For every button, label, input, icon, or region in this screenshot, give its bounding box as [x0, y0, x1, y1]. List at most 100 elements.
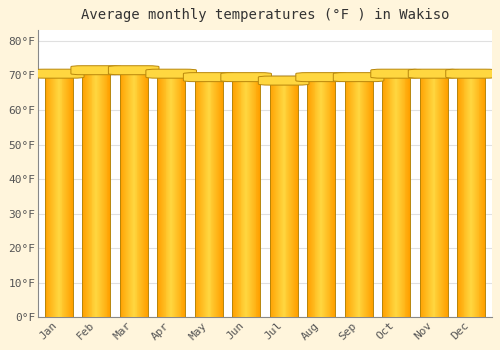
Bar: [132, 69, 133, 317]
Bar: [409, 72, 410, 317]
Bar: [484, 72, 485, 317]
Bar: [281, 79, 282, 317]
Bar: [50, 72, 51, 317]
Bar: [457, 72, 485, 317]
FancyBboxPatch shape: [221, 73, 272, 82]
Bar: [69, 72, 70, 317]
Bar: [272, 79, 274, 317]
Bar: [279, 79, 280, 317]
Bar: [206, 75, 207, 317]
Bar: [233, 75, 234, 317]
Bar: [318, 75, 319, 317]
Bar: [297, 79, 298, 317]
Bar: [178, 72, 180, 317]
Bar: [399, 72, 400, 317]
Bar: [431, 72, 432, 317]
Bar: [270, 79, 297, 317]
Bar: [84, 69, 85, 317]
Bar: [72, 72, 73, 317]
Bar: [400, 72, 401, 317]
Bar: [482, 72, 483, 317]
Bar: [326, 75, 328, 317]
Bar: [478, 72, 480, 317]
Bar: [366, 75, 367, 317]
Bar: [145, 69, 146, 317]
Bar: [471, 72, 472, 317]
Bar: [196, 75, 198, 317]
Bar: [396, 72, 397, 317]
Bar: [314, 75, 316, 317]
FancyBboxPatch shape: [296, 73, 346, 82]
FancyBboxPatch shape: [34, 69, 84, 78]
Bar: [286, 79, 288, 317]
Bar: [207, 75, 208, 317]
Bar: [51, 72, 52, 317]
Bar: [83, 69, 84, 317]
Bar: [164, 72, 166, 317]
Bar: [370, 75, 371, 317]
Bar: [58, 72, 59, 317]
Bar: [322, 75, 323, 317]
Bar: [307, 75, 335, 317]
FancyBboxPatch shape: [184, 73, 234, 82]
Bar: [102, 69, 103, 317]
Bar: [320, 75, 321, 317]
Bar: [120, 69, 122, 317]
Bar: [324, 75, 325, 317]
Bar: [219, 75, 220, 317]
Bar: [158, 72, 159, 317]
Bar: [425, 72, 426, 317]
Bar: [87, 69, 88, 317]
Bar: [293, 79, 294, 317]
Bar: [371, 75, 372, 317]
Bar: [325, 75, 326, 317]
FancyBboxPatch shape: [371, 69, 422, 78]
Bar: [274, 79, 275, 317]
Bar: [60, 72, 62, 317]
Bar: [351, 75, 352, 317]
Bar: [104, 69, 106, 317]
Bar: [364, 75, 365, 317]
Bar: [457, 72, 458, 317]
Bar: [334, 75, 335, 317]
Bar: [204, 75, 205, 317]
Bar: [330, 75, 332, 317]
Bar: [96, 69, 97, 317]
Bar: [98, 69, 99, 317]
Bar: [203, 75, 204, 317]
Bar: [236, 75, 237, 317]
Bar: [270, 79, 272, 317]
Bar: [323, 75, 324, 317]
Bar: [128, 69, 129, 317]
Bar: [70, 72, 71, 317]
Bar: [136, 69, 138, 317]
Bar: [54, 72, 55, 317]
Bar: [94, 69, 96, 317]
Bar: [88, 69, 90, 317]
Bar: [420, 72, 448, 317]
Bar: [426, 72, 427, 317]
Bar: [294, 79, 295, 317]
Bar: [470, 72, 471, 317]
Bar: [422, 72, 424, 317]
Bar: [434, 72, 436, 317]
FancyBboxPatch shape: [408, 69, 459, 78]
Bar: [353, 75, 354, 317]
Bar: [173, 72, 174, 317]
Bar: [436, 72, 438, 317]
Bar: [430, 72, 431, 317]
Bar: [278, 79, 279, 317]
Bar: [246, 75, 247, 317]
Bar: [124, 69, 126, 317]
Bar: [284, 79, 286, 317]
Bar: [292, 79, 293, 317]
Bar: [210, 75, 212, 317]
FancyBboxPatch shape: [146, 69, 196, 78]
Bar: [420, 72, 422, 317]
Bar: [365, 75, 366, 317]
Bar: [242, 75, 244, 317]
Bar: [251, 75, 252, 317]
Bar: [356, 75, 358, 317]
Bar: [57, 72, 58, 317]
Bar: [384, 72, 385, 317]
